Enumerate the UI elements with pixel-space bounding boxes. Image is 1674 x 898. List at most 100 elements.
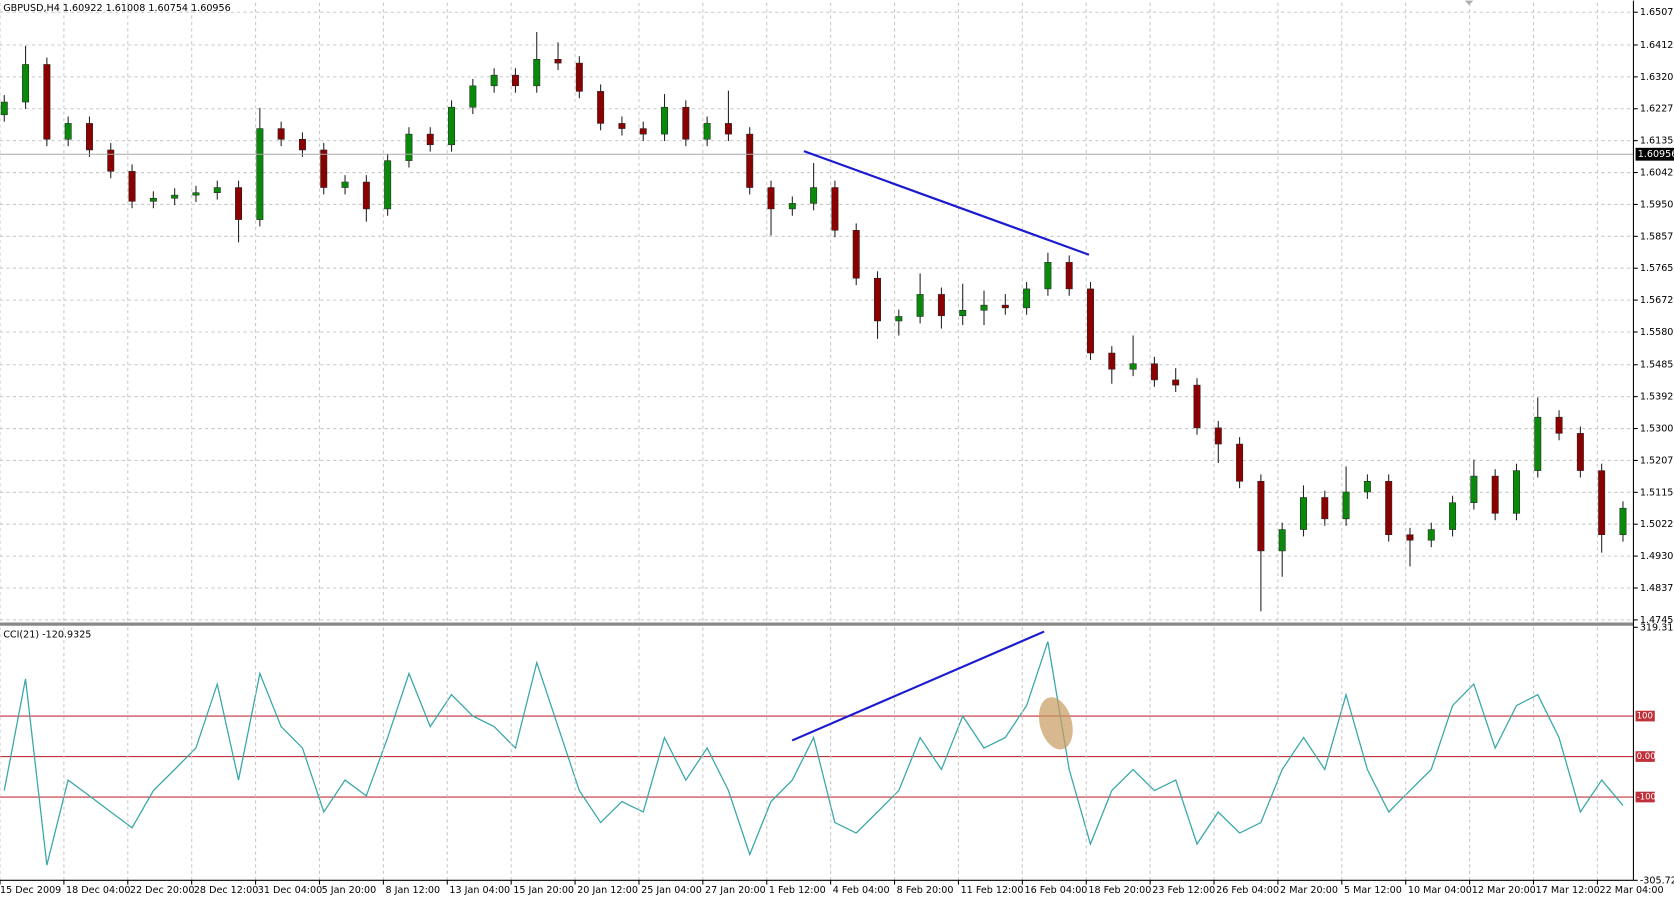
x-tick-label: 8 Feb 20:00 [897, 885, 954, 896]
candle-body [1257, 481, 1265, 552]
candle-body [1300, 497, 1307, 530]
candle-body [533, 59, 541, 87]
y-tick-label: 1.61350 [1640, 136, 1674, 147]
highlight-ellipse [1038, 697, 1073, 750]
y-tick-label: 1.62275 [1640, 104, 1674, 115]
candle-body [703, 123, 711, 140]
candle-body [448, 106, 456, 146]
candle-body [959, 310, 967, 317]
x-tick-label: 5 Jan 20:00 [322, 885, 377, 896]
y-tick-label: 1.52075 [1640, 455, 1674, 466]
x-tick-label: 13 Jan 04:00 [449, 885, 510, 896]
candle-body [575, 62, 583, 92]
candle-body [1236, 443, 1244, 482]
y-tick-label: 1.54850 [1640, 360, 1674, 371]
candle-body [1342, 491, 1350, 520]
level-box [1635, 751, 1655, 762]
candle-body [1513, 470, 1520, 514]
candle-body [1555, 416, 1563, 434]
x-tick-label: 15 Jan 20:00 [513, 885, 574, 896]
candle-body [1449, 502, 1457, 530]
indicator-title: CCI(21) -120.9325 [3, 630, 91, 641]
x-tick-label: 10 Mar 04:00 [1408, 885, 1472, 896]
y-tick-label: -305.729 [1640, 875, 1674, 886]
candle-body [724, 123, 732, 135]
candle-body [1576, 433, 1584, 471]
candle-body [320, 149, 328, 188]
candle-body [1065, 262, 1073, 290]
candle-body [1406, 534, 1414, 541]
candle-body [1363, 481, 1371, 493]
x-tick-label: 18 Feb 20:00 [1088, 885, 1151, 896]
candle-body [554, 59, 562, 64]
x-tick-label: 27 Jan 20:00 [705, 885, 766, 896]
x-tick-label: 2 Mar 20:00 [1280, 885, 1338, 896]
candle-body [1129, 363, 1137, 370]
last-price-box [1635, 147, 1674, 161]
candle-body [1598, 470, 1606, 535]
candle-body [831, 187, 839, 231]
candle-body [1619, 507, 1627, 535]
candle-body [235, 187, 243, 220]
candle-body [1534, 416, 1542, 471]
candle-body [788, 203, 796, 210]
candle-body [1172, 379, 1180, 386]
candle-body [43, 64, 51, 140]
level-box [1635, 791, 1655, 803]
candle-body [405, 133, 413, 161]
candle-body [767, 187, 775, 210]
candle-body [1470, 475, 1478, 503]
candle-body [171, 194, 179, 199]
candle-body [1427, 529, 1435, 541]
y-tick-label: 1.47450 [1640, 615, 1674, 626]
x-tick-label: 15 Dec 2009 [0, 885, 61, 896]
y-tick-label: 1.55800 [1640, 327, 1674, 338]
x-tick-label: 5 Mar 12:00 [1344, 885, 1402, 896]
y-tick-label: 1.65075 [1640, 7, 1674, 18]
level-box [1635, 710, 1655, 722]
level-label: -100 [1637, 793, 1656, 803]
candle-body [362, 181, 370, 210]
candle-body [149, 197, 157, 202]
candle-body [490, 74, 498, 87]
y-tick-label: 1.51150 [1640, 487, 1674, 498]
x-tick-label: 22 Mar 04:00 [1600, 885, 1664, 896]
x-tick-label: 23 Feb 12:00 [1152, 885, 1215, 896]
x-tick-label: 25 Jan 04:00 [641, 885, 702, 896]
y-tick-label: 1.60425 [1640, 168, 1674, 179]
y-tick-label: 1.58575 [1640, 231, 1674, 242]
level-label: 100 [1637, 712, 1653, 722]
chart-title: GBPUSD,H4 1.60922 1.61008 1.60754 1.6095… [3, 3, 231, 14]
candle-body [0, 101, 8, 116]
x-tick-label: 12 Mar 20:00 [1472, 885, 1536, 896]
candle-body [852, 230, 860, 279]
candle-body [192, 192, 200, 196]
y-tick-label: 1.64125 [1640, 40, 1674, 51]
candle-body [639, 128, 647, 135]
y-tick-label: 319.317 [1640, 622, 1674, 633]
cci-trendline [791, 630, 1045, 742]
x-tick-label: 28 Dec 12:00 [194, 885, 259, 896]
candle-body [22, 64, 30, 103]
candle-body [1023, 288, 1031, 309]
y-tick-label: 1.53925 [1640, 392, 1674, 403]
candle-body [1193, 384, 1201, 429]
candle-body [341, 181, 349, 188]
candle-body [916, 294, 924, 317]
candle-body [426, 133, 434, 146]
candle-body [682, 106, 690, 140]
x-tick-label: 16 Feb 04:00 [1024, 885, 1087, 896]
candle-body [937, 294, 945, 317]
candle-body [1214, 427, 1222, 445]
x-tick-label: 17 Mar 12:00 [1536, 885, 1600, 896]
candle-body [1385, 481, 1393, 535]
candle-body [1044, 262, 1052, 290]
candle-body [980, 304, 988, 311]
candle-body [618, 123, 626, 129]
x-tick-label: 31 Dec 04:00 [258, 885, 323, 896]
x-tick-label: 11 Feb 12:00 [961, 885, 1024, 896]
candle-body [256, 128, 264, 220]
